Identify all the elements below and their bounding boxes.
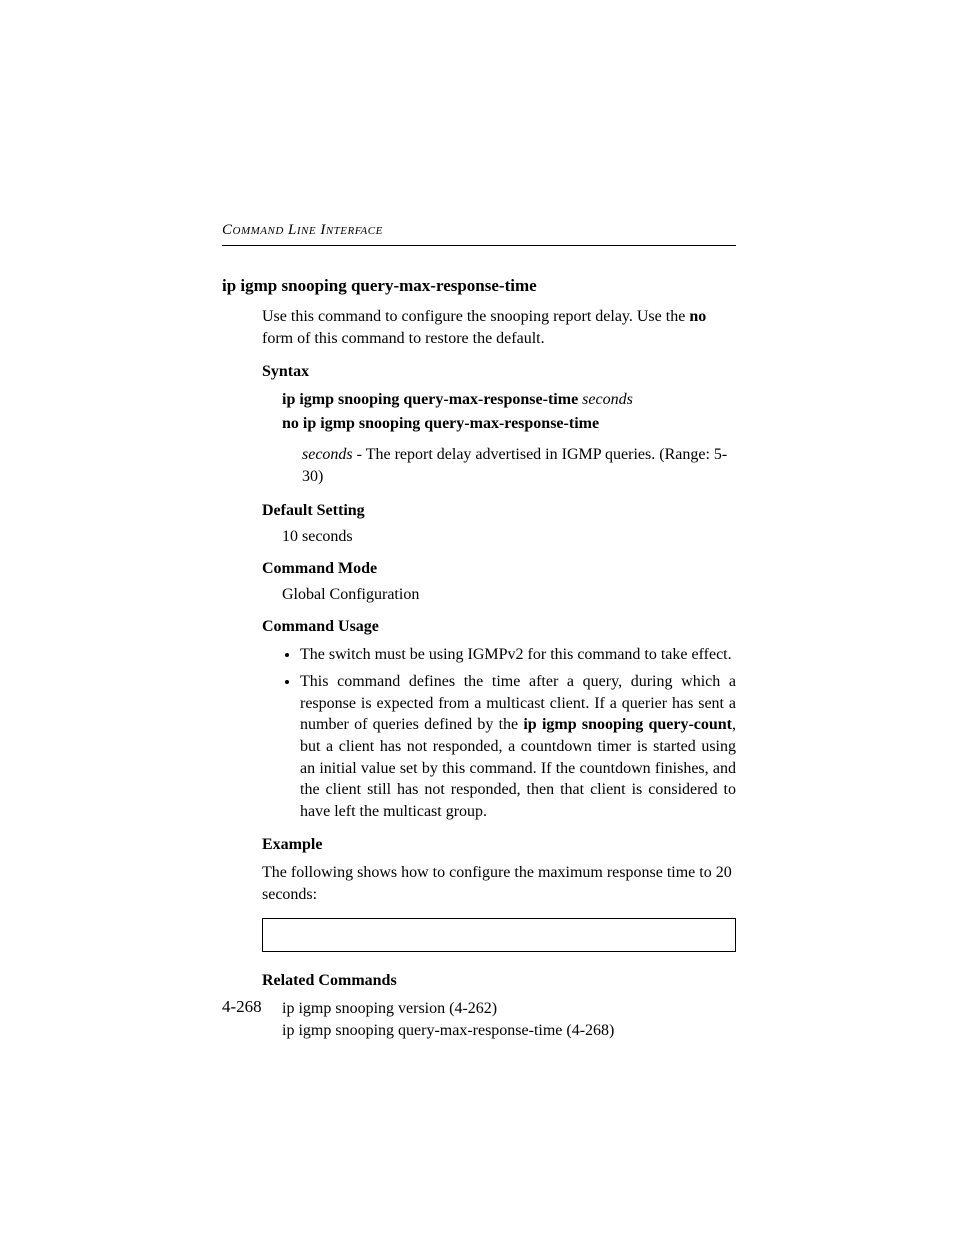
intro-bold: no [689, 308, 706, 325]
intro-paragraph: Use this command to configure the snoopi… [262, 306, 736, 349]
example-heading: Example [262, 836, 736, 854]
syntax-line1-italic: seconds [578, 391, 633, 408]
related-line-1: ip igmp snooping version (4-262) [282, 998, 736, 1020]
related-line-2: ip igmp snooping query-max-response-time… [282, 1020, 736, 1042]
command-mode-heading: Command Mode [262, 560, 736, 578]
syntax-heading: Syntax [262, 363, 736, 381]
usage-list: The switch must be using IGMPv2 for this… [262, 644, 736, 823]
intro-post: form of this command to restore the defa… [262, 330, 545, 347]
syntax-param: seconds - The report delay advertised in… [302, 444, 736, 487]
default-setting-heading: Default Setting [262, 502, 736, 520]
syntax-line1-bold: ip igmp snooping query-max-response-time [282, 391, 578, 408]
syntax-line-2: no ip igmp snooping query-max-response-t… [282, 413, 736, 435]
page-number: 4-268 [222, 997, 262, 1017]
command-title: ip igmp snooping query-max-response-time [222, 276, 736, 296]
intro-pre: Use this command to configure the snoopi… [262, 308, 689, 325]
param-italic: seconds [302, 446, 353, 463]
param-rest: - The report delay advertised in IGMP qu… [302, 446, 727, 485]
example-code-box [262, 918, 736, 952]
command-body: Use this command to configure the snoopi… [262, 306, 736, 1042]
related-heading: Related Commands [262, 972, 736, 990]
default-setting-value: 10 seconds [282, 528, 736, 546]
related-commands: ip igmp snooping version (4-262) ip igmp… [282, 998, 736, 1043]
syntax-line-1: ip igmp snooping query-max-response-time… [282, 389, 736, 411]
bullet2-bold: ip igmp snooping query-count [523, 716, 732, 733]
command-mode-value: Global Configuration [282, 586, 736, 604]
usage-bullet-1: The switch must be using IGMPv2 for this… [300, 644, 736, 666]
syntax-line2-bold: no ip igmp snooping query-max-response-t… [282, 415, 599, 432]
document-page: Command Line Interface ip igmp snooping … [0, 0, 954, 1235]
header-rule [222, 245, 736, 246]
example-text: The following shows how to configure the… [262, 862, 736, 905]
usage-bullet-2: This command defines the time after a qu… [300, 671, 736, 822]
syntax-block: ip igmp snooping query-max-response-time… [282, 389, 736, 487]
command-usage-heading: Command Usage [262, 618, 736, 636]
running-header: Command Line Interface [222, 222, 736, 239]
